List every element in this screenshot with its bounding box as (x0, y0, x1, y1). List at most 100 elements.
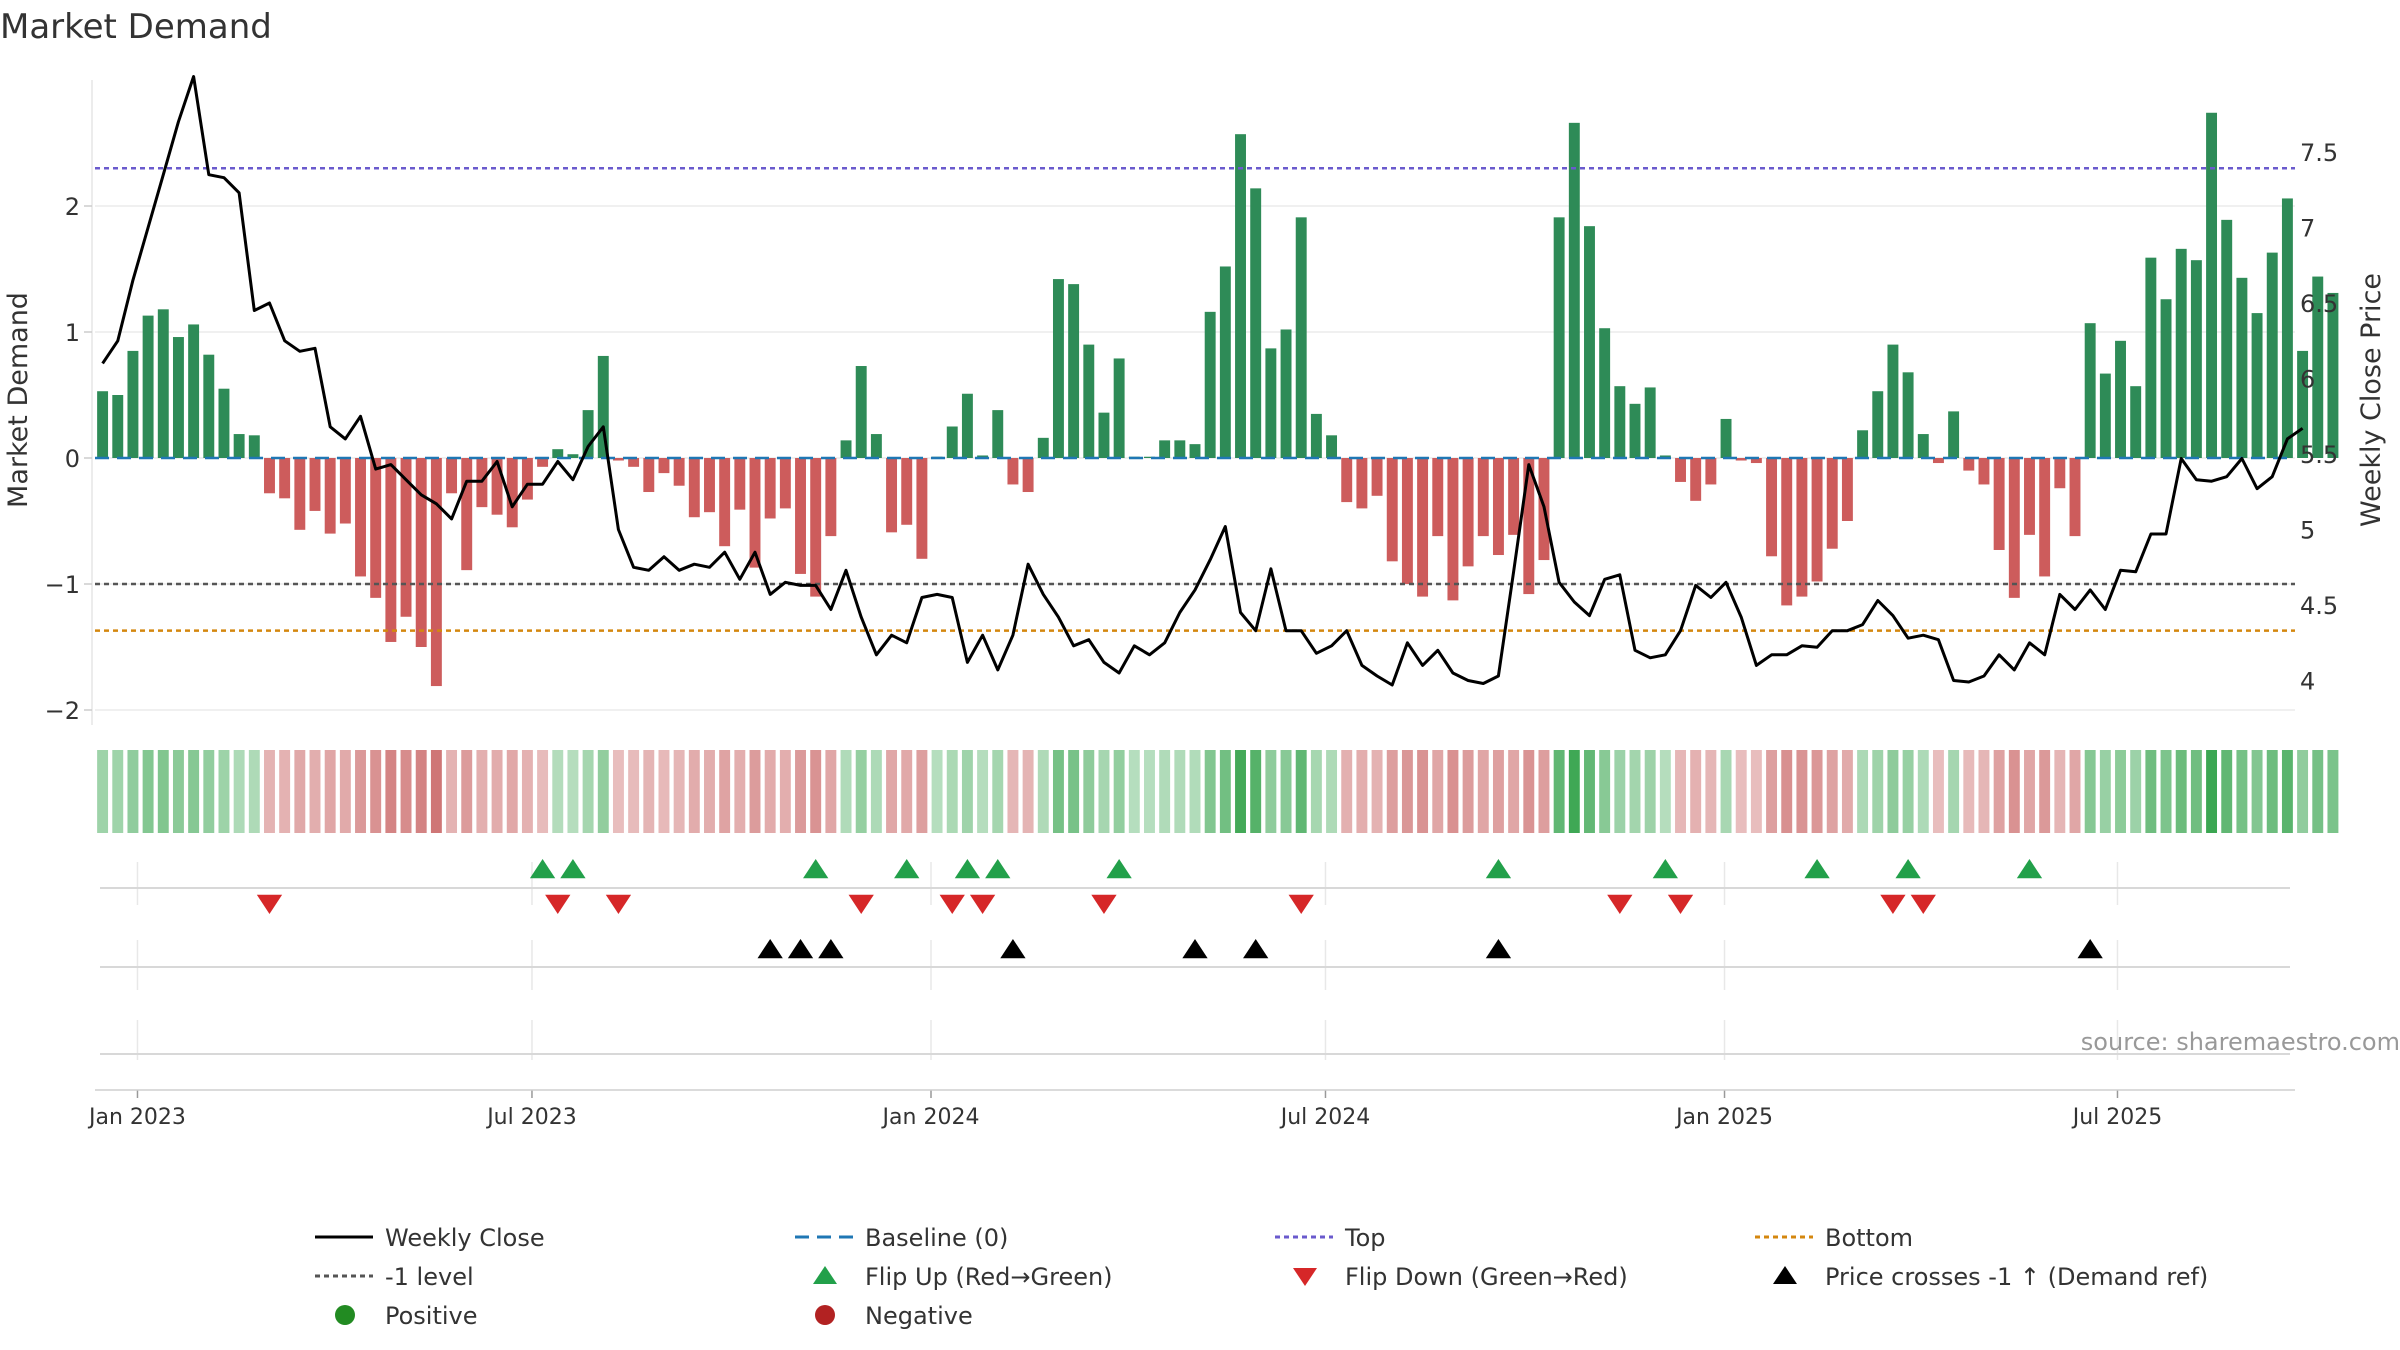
heat-cell (1356, 750, 1368, 833)
flip-up-marker (954, 859, 981, 879)
legend-swatch (813, 1266, 837, 1284)
demand-bar (127, 350, 139, 458)
heat-cell (1007, 750, 1019, 833)
demand-bar (749, 458, 761, 568)
heat-cell (658, 750, 670, 833)
demand-bar (2281, 198, 2293, 458)
heat-cell (2236, 750, 2248, 833)
demand-bar (2297, 350, 2309, 458)
demand-bar (1386, 458, 1398, 562)
demand-bar (188, 324, 200, 458)
demand-bar (1068, 284, 1080, 458)
heat-cell (1766, 750, 1778, 833)
heat-cell (1341, 750, 1353, 833)
heat-cell (188, 750, 200, 833)
heat-cell (446, 750, 458, 833)
heat-cell (1159, 750, 1171, 833)
heat-cell (2160, 750, 2172, 833)
demand-bar (1599, 328, 1611, 458)
heat-cell (1644, 750, 1656, 833)
chart-title: Market Demand (0, 7, 272, 47)
demand-bar (916, 458, 928, 559)
demand-bar (1993, 458, 2005, 550)
demand-bar (901, 458, 913, 525)
demand-bar (491, 458, 503, 515)
demand-bar (1310, 413, 1322, 458)
demand-bar (400, 458, 412, 617)
demand-bar (1614, 386, 1626, 458)
y-tick-label-left: 2 (65, 193, 80, 221)
heat-cell (719, 750, 731, 833)
demand-bar (946, 426, 958, 458)
heat-cell (2054, 750, 2066, 833)
demand-bar (961, 393, 973, 458)
demand-bar (1675, 458, 1686, 482)
demand-bar (2115, 340, 2126, 458)
demand-bar (218, 388, 230, 458)
demand-bar (1113, 358, 1125, 458)
flip-down-marker (545, 894, 571, 914)
demand-bar (658, 458, 670, 474)
heat-cell (1690, 750, 1702, 833)
y-tick-label-right: 5 (2300, 517, 2315, 545)
demand-bar (1963, 458, 1975, 471)
demand-bar (1052, 279, 1064, 458)
heat-cell (1978, 750, 1990, 833)
legend-swatch (1773, 1266, 1797, 1284)
legend-swatch (335, 1305, 355, 1325)
demand-bar (1629, 403, 1641, 458)
y-tick-label-right: 4.5 (2300, 592, 2338, 620)
demand-bar (2312, 276, 2324, 458)
demand-bar (704, 458, 715, 513)
heat-cell (1508, 750, 1520, 833)
heat-cell (218, 750, 230, 833)
heat-cell (688, 750, 700, 833)
heat-cell (1538, 750, 1550, 833)
demand-bar (537, 458, 549, 467)
heat-cell (1250, 750, 1262, 833)
demand-bar (1432, 458, 1444, 537)
x-tick-label: Jul 2023 (485, 1105, 577, 1130)
demand-bar (1523, 458, 1535, 595)
demand-bar (2251, 313, 2263, 458)
legend: Weekly Close Baseline (0) Top Bottom -1 leve… (315, 1224, 2208, 1330)
heat-cell (1417, 750, 1429, 833)
heat-cell (870, 750, 882, 833)
heat-cell (1857, 750, 1869, 833)
demand-bar (2099, 373, 2111, 458)
heat-cell (1523, 750, 1535, 833)
heat-cell (1083, 750, 1095, 833)
demand-bar (582, 410, 594, 458)
demand-bar (1917, 434, 1929, 458)
heat-cell (1098, 750, 1110, 833)
heat-cell (1144, 750, 1155, 833)
heat-cell (1265, 750, 1277, 833)
demand-bar (1659, 455, 1671, 458)
flip-down-marker (939, 894, 965, 914)
demand-bar (1159, 440, 1171, 458)
flip-up-marker (529, 859, 556, 879)
heat-cell (1796, 750, 1808, 833)
heat-cell (324, 750, 336, 833)
heat-cell (400, 750, 412, 833)
heat-cell (2099, 750, 2111, 833)
demand-bar (1144, 456, 1155, 458)
heat-cell (1599, 750, 1611, 833)
flip-down-marker (969, 894, 996, 914)
legend-item: Negative (815, 1302, 973, 1330)
legend-label: Bottom (1825, 1224, 1913, 1252)
demand-bar (1022, 458, 1034, 493)
demand-bar (2145, 257, 2157, 458)
demand-bar (2084, 323, 2096, 458)
demand-bar (1508, 458, 1520, 535)
price-cross-marker (1243, 939, 1269, 959)
demand-bar (1265, 348, 1277, 458)
heat-cell (476, 750, 488, 833)
demand-bar (1492, 458, 1504, 556)
demand-bar (1280, 329, 1292, 458)
heat-cell (1811, 750, 1823, 833)
demand-bar (992, 410, 1004, 458)
y-tick-label-left: 1 (65, 319, 80, 347)
heat-cell (127, 750, 139, 833)
heat-cell (795, 750, 806, 833)
